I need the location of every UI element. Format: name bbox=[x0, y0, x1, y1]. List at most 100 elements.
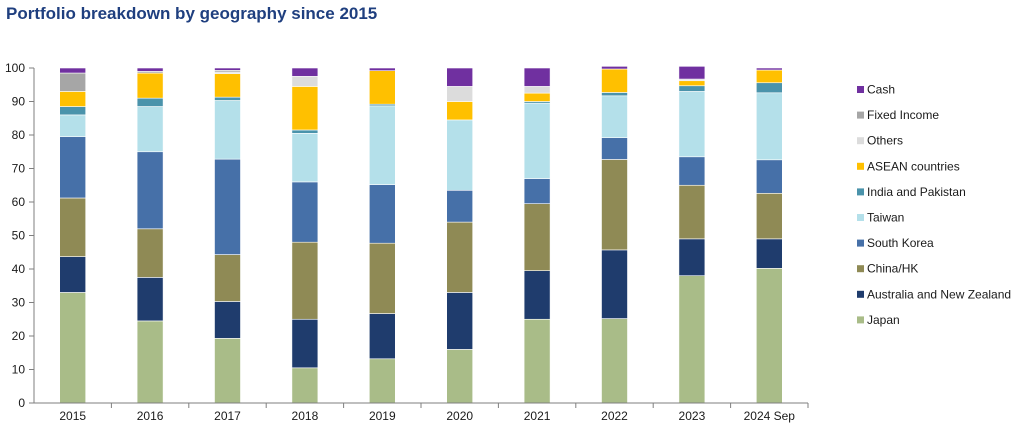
bar-segment bbox=[291, 129, 319, 134]
y-tick-label: 100 bbox=[5, 61, 25, 75]
x-tick-label: 2023 bbox=[679, 409, 706, 423]
bar-segment bbox=[291, 67, 319, 77]
bar-segment bbox=[368, 313, 396, 360]
bar-segment bbox=[136, 106, 164, 153]
bar-segment bbox=[368, 70, 396, 105]
bar-segment bbox=[59, 91, 87, 107]
bar-segment bbox=[678, 85, 706, 92]
bar-segment bbox=[214, 254, 241, 302]
y-tick-label: 50 bbox=[12, 229, 26, 243]
bar-segment bbox=[523, 178, 551, 204]
y-tick-labels: 0 10 20 30 40 50 60 70 80 90 100 bbox=[5, 61, 25, 410]
legend-label: Taiwan bbox=[867, 211, 904, 225]
bar-segment bbox=[601, 137, 628, 160]
bar-segment bbox=[678, 238, 706, 277]
y-tick-label: 80 bbox=[12, 128, 26, 142]
bar-segment bbox=[368, 242, 396, 314]
bar-segment bbox=[59, 136, 87, 199]
legend-swatch bbox=[857, 162, 864, 170]
bar-segment bbox=[446, 67, 474, 87]
legend-swatch bbox=[857, 316, 864, 324]
y-tick-label: 90 bbox=[12, 95, 26, 109]
y-tick-label: 10 bbox=[12, 363, 26, 377]
bar-segment bbox=[523, 318, 551, 404]
x-tick-label: 2021 bbox=[524, 409, 551, 423]
legend-swatch bbox=[857, 265, 864, 273]
legend-label: Japan bbox=[867, 313, 900, 327]
bar-segment bbox=[601, 66, 628, 70]
legend-swatch bbox=[857, 239, 864, 247]
bar-segment bbox=[59, 106, 87, 116]
bar-segment bbox=[214, 73, 241, 98]
x-tick-label: 2015 bbox=[59, 409, 86, 423]
bar-segment bbox=[291, 133, 319, 183]
bar-segment bbox=[446, 221, 474, 293]
axes bbox=[29, 67, 809, 408]
bar-segment bbox=[601, 318, 628, 404]
bar-segment bbox=[523, 86, 551, 94]
x-tick-label: 2024 Sep bbox=[744, 409, 796, 423]
bar-segment bbox=[755, 69, 783, 84]
bar-segment bbox=[214, 301, 241, 339]
bar-segment bbox=[601, 92, 628, 97]
y-tick-label: 40 bbox=[12, 262, 26, 276]
x-tick-label: 2019 bbox=[369, 409, 396, 423]
bar-segment bbox=[214, 96, 241, 101]
bar-segment bbox=[755, 238, 783, 269]
bar-segment bbox=[678, 275, 706, 404]
bar-segment bbox=[678, 80, 706, 87]
bar-segment bbox=[755, 82, 783, 94]
bar-segment bbox=[291, 367, 319, 404]
bar-segment bbox=[214, 100, 241, 160]
bar-segment bbox=[136, 97, 164, 107]
legend-label: South Korea bbox=[867, 236, 934, 250]
bar-segment bbox=[59, 256, 87, 293]
bar-segment bbox=[59, 72, 87, 92]
legend-label: Fixed Income bbox=[867, 108, 939, 122]
x-tick-label: 2016 bbox=[137, 409, 164, 423]
legend-swatch bbox=[857, 290, 864, 298]
bar-segment bbox=[214, 158, 241, 255]
bar-segment bbox=[59, 197, 87, 257]
bar-segment bbox=[136, 320, 164, 404]
bar-segment bbox=[523, 203, 551, 271]
bar-segment bbox=[601, 159, 628, 251]
bar-segment bbox=[523, 92, 551, 102]
bar-segment bbox=[601, 249, 628, 319]
y-tick-label: 0 bbox=[18, 396, 25, 410]
x-tick-label: 2020 bbox=[446, 409, 473, 423]
bar-segment bbox=[136, 277, 164, 322]
bar-segment bbox=[368, 105, 396, 185]
bar-segment bbox=[523, 102, 551, 179]
legend-swatch bbox=[857, 214, 864, 221]
y-tick-label: 20 bbox=[12, 329, 26, 343]
bar-segment bbox=[523, 67, 551, 87]
bar-segment bbox=[446, 292, 474, 350]
bar-segment bbox=[136, 151, 164, 230]
bar-segment bbox=[755, 67, 783, 71]
x-tick-labels: 2015 2016 2017 2018 2019 2020 2021 2022 2023 2024… bbox=[59, 409, 795, 423]
chart-title: Portfolio breakdown by geography since 2… bbox=[6, 4, 378, 23]
legend-swatch bbox=[857, 86, 864, 93]
bar-segment bbox=[291, 318, 319, 369]
bar-segment bbox=[136, 72, 164, 99]
bar-segment bbox=[601, 68, 628, 93]
bar-segment bbox=[755, 192, 783, 240]
legend-label: Cash bbox=[867, 83, 895, 97]
bars bbox=[59, 66, 783, 404]
bar-segment bbox=[136, 67, 164, 72]
legend-label: India and Pakistan bbox=[867, 185, 966, 199]
legend-label: China/HK bbox=[867, 262, 918, 276]
bar-segment bbox=[291, 86, 319, 131]
legend-label: Others bbox=[867, 134, 903, 148]
bar-segment bbox=[446, 86, 474, 102]
bar-segment bbox=[136, 228, 164, 278]
bar-segment bbox=[678, 184, 706, 240]
legend-label: ASEAN countries bbox=[867, 159, 960, 173]
bar-segment bbox=[601, 95, 628, 138]
bar-segment bbox=[678, 66, 706, 80]
bar-segment bbox=[368, 358, 396, 404]
bar-segment bbox=[291, 181, 319, 243]
legend-swatch bbox=[857, 111, 864, 119]
bar-segment bbox=[446, 101, 474, 121]
